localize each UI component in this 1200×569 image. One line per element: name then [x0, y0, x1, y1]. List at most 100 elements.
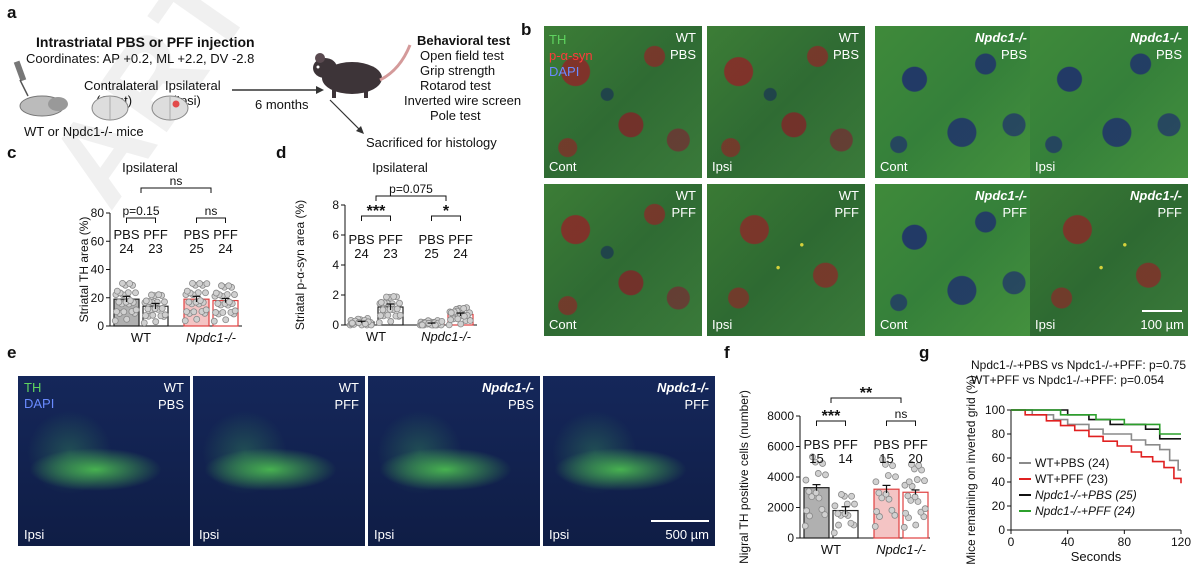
y-tick-label: 100 [985, 403, 1005, 417]
data-point [438, 317, 446, 325]
data-point [113, 308, 120, 316]
data-point [144, 305, 152, 313]
bar-label: PFF [833, 437, 858, 452]
tile-genotype: Npdc1-/- [975, 188, 1027, 203]
data-point [831, 502, 839, 510]
series-line [1011, 409, 1181, 435]
significance-label: p=0.075 [389, 182, 433, 196]
significance-label: p=0.15 [122, 204, 159, 218]
mouse-icon [313, 44, 412, 98]
micrograph-tile: WT PFF Ipsi [707, 184, 865, 336]
data-point [383, 293, 390, 301]
data-point [847, 519, 855, 527]
bar-label: PBS [113, 227, 139, 242]
data-point [818, 505, 826, 513]
tile-side: Cont [880, 159, 908, 174]
tile-treatment: PFF [684, 397, 709, 412]
series-line [1011, 409, 1181, 471]
significance-bracket [830, 397, 902, 403]
group-label: WT [366, 329, 386, 344]
tile-genotype: Npdc1-/- [482, 380, 534, 395]
tile-side: Ipsi [1035, 317, 1056, 332]
data-point [811, 458, 819, 466]
data-point [396, 311, 404, 319]
bar-label: PBS [183, 227, 209, 242]
micrograph-tile: WT PBS Cont TH p-α-syn DAPI [544, 26, 702, 178]
bar-label: PBS [873, 437, 899, 452]
data-point [848, 492, 855, 500]
data-point [805, 488, 813, 495]
schematic-illustration [13, 44, 412, 134]
data-point [384, 311, 392, 319]
data-point [212, 309, 220, 316]
data-point [203, 280, 211, 288]
panel-label-e: e [7, 343, 17, 362]
data-point [196, 297, 204, 304]
bar-label: PFF [448, 232, 473, 247]
tile-genotype: Npdc1-/- [975, 30, 1027, 45]
y-axis-label: Mice remaining on inverted grid (%) [964, 375, 978, 564]
group-label: WT [821, 542, 841, 557]
data-point [231, 291, 238, 298]
data-point [806, 512, 813, 520]
n-label: 15 [809, 451, 823, 466]
tile-side: Cont [549, 159, 577, 174]
series-line [1011, 409, 1182, 484]
data-point [126, 297, 134, 304]
data-point [212, 289, 220, 297]
data-point [183, 308, 191, 316]
y-tick-label: 20 [992, 499, 1006, 513]
tile-treatment: PBS [1155, 47, 1182, 62]
y-tick-label: 20 [91, 291, 105, 305]
nigral-tile: Npdc1-/- PFF Ipsi 500 µm [543, 376, 715, 546]
data-point [418, 321, 426, 329]
data-point [460, 305, 468, 312]
data-point [814, 470, 822, 477]
y-tick-label: 80 [992, 427, 1006, 441]
brain-section-icon [91, 95, 189, 121]
chart-title: Ipsilateral [122, 160, 178, 175]
significance-label: ns [205, 204, 218, 218]
data-point [900, 523, 908, 531]
micrograph-tile: WT PBS Ipsi [707, 26, 865, 178]
injection-title: Intrastriatal PBS or PFF injection [36, 34, 255, 50]
tile-side: Ipsi [712, 159, 733, 174]
x-tick-label: 120 [1171, 535, 1191, 549]
data-point [348, 319, 356, 327]
significance-label: ns [895, 407, 908, 421]
n-label: 24 [453, 246, 467, 261]
y-tick-label: 0 [332, 318, 339, 332]
y-tick-label: 4 [332, 258, 339, 272]
n-label: 23 [148, 241, 162, 256]
data-point [149, 311, 157, 319]
micrograph-tile: WT PFF Cont [544, 184, 702, 336]
significance-bracket [375, 195, 447, 201]
data-point [460, 312, 468, 320]
tile-side: Ipsi [712, 317, 733, 332]
data-point [377, 299, 385, 306]
data-point [884, 472, 892, 479]
data-point [219, 309, 227, 316]
tile-genotype: Npdc1-/- [657, 380, 709, 395]
tile-side: Ipsi [374, 527, 395, 542]
tile-side: Cont [549, 317, 577, 332]
data-point [190, 308, 198, 316]
data-point [225, 282, 233, 290]
tile-side: Ipsi [199, 527, 220, 542]
legend-entry: Npdc1-/-+PFF (24) [1035, 504, 1135, 518]
data-point [222, 316, 230, 324]
data-point [872, 478, 880, 486]
data-point [111, 317, 119, 325]
nigral-tile: WT PFF Ipsi [193, 376, 365, 546]
data-point [921, 477, 928, 485]
tile-genotype: WT [338, 380, 359, 395]
test-item: Open field test [420, 48, 504, 63]
significance-bracket [816, 420, 846, 426]
x-tick-label: 80 [1118, 535, 1132, 549]
data-point [214, 300, 222, 307]
bar-label: PBS [418, 232, 444, 247]
scale-label: 500 µm [665, 527, 709, 542]
nigral-tile: WT PBS Ipsi TH DAPI [18, 376, 190, 546]
y-tick-label: 8000 [767, 409, 794, 423]
n-label: 24 [218, 241, 232, 256]
